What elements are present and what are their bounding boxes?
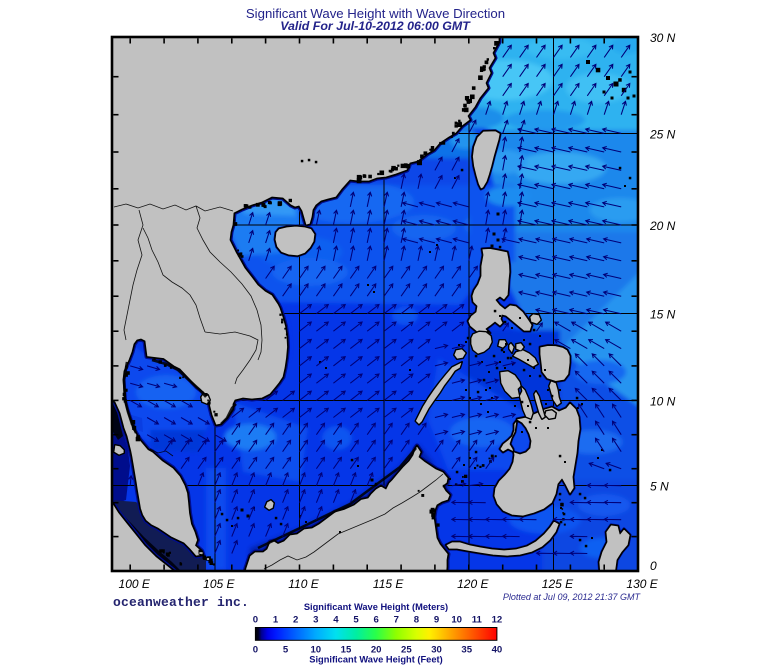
- svg-text:130 E: 130 E: [626, 577, 658, 591]
- svg-text:30: 30: [431, 645, 442, 656]
- svg-text:9: 9: [434, 615, 439, 626]
- svg-text:115 E: 115 E: [373, 577, 404, 591]
- svg-text:Significant Wave Height (Feet): Significant Wave Height (Feet): [309, 655, 442, 665]
- svg-text:5 N: 5 N: [650, 480, 669, 494]
- svg-text:8: 8: [414, 615, 420, 626]
- svg-text:0: 0: [650, 559, 657, 573]
- svg-text:35: 35: [461, 645, 472, 656]
- svg-text:4: 4: [333, 615, 339, 626]
- svg-text:3: 3: [313, 615, 318, 626]
- svg-text:10: 10: [310, 645, 321, 656]
- svg-text:10 N: 10 N: [650, 394, 676, 408]
- svg-text:Valid For Jul-10-2012 06:00 GM: Valid For Jul-10-2012 06:00 GMT: [280, 19, 471, 33]
- svg-text:5: 5: [283, 645, 289, 656]
- svg-text:20 N: 20 N: [649, 219, 676, 233]
- svg-text:10: 10: [451, 615, 462, 626]
- svg-text:11: 11: [472, 615, 483, 626]
- svg-text:5: 5: [353, 615, 359, 626]
- svg-text:110 E: 110 E: [288, 577, 319, 591]
- svg-text:120 E: 120 E: [457, 577, 489, 591]
- svg-text:20: 20: [371, 645, 382, 656]
- svg-text:Plotted at Jul 09, 2012 21:37: Plotted at Jul 09, 2012 21:37 GMT: [503, 592, 642, 602]
- svg-text:125 E: 125 E: [542, 577, 574, 591]
- svg-text:1: 1: [273, 615, 279, 626]
- svg-text:oceanweather inc.: oceanweather inc.: [113, 595, 249, 610]
- svg-text:0: 0: [253, 615, 258, 626]
- svg-text:7: 7: [394, 615, 399, 626]
- svg-text:0: 0: [253, 645, 258, 656]
- svg-text:30 N: 30 N: [650, 31, 676, 45]
- svg-text:100 E: 100 E: [119, 577, 151, 591]
- svg-text:15 N: 15 N: [650, 308, 676, 322]
- svg-text:6: 6: [373, 615, 378, 626]
- svg-text:40: 40: [492, 645, 503, 656]
- svg-text:Significant Wave Height (Meter: Significant Wave Height (Meters): [304, 602, 448, 612]
- svg-text:15: 15: [341, 645, 352, 656]
- svg-text:12: 12: [492, 615, 503, 626]
- svg-text:25: 25: [401, 645, 412, 656]
- svg-text:Significant Wave Height with W: Significant Wave Height with Wave Direct…: [246, 6, 505, 21]
- svg-text:2: 2: [293, 615, 298, 626]
- svg-text:25 N: 25 N: [649, 127, 676, 141]
- svg-text:105 E: 105 E: [203, 577, 235, 591]
